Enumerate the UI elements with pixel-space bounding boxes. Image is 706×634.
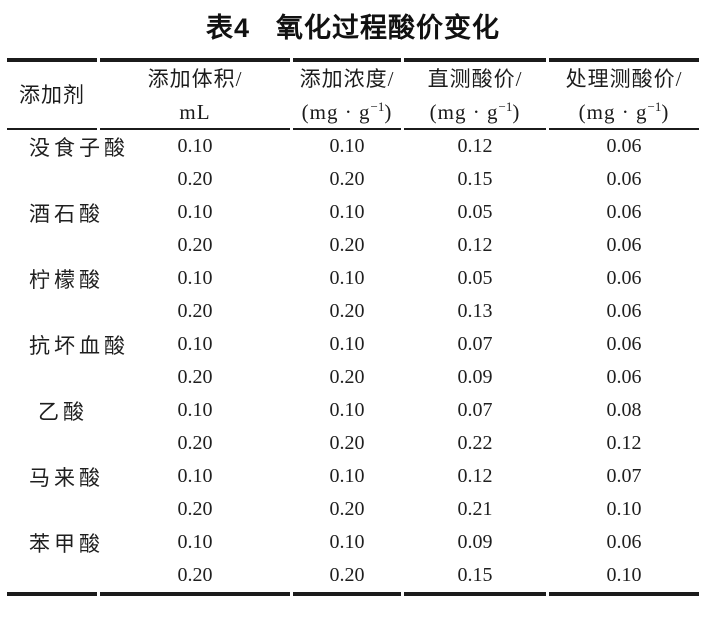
cell-treated: 0.10 xyxy=(549,559,699,596)
table-title: 氧化过程酸价变化 xyxy=(276,13,501,43)
table-row: 没食子酸 0.10 0.10 0.12 0.06 xyxy=(7,130,699,163)
cell-volume: 0.10 xyxy=(177,399,213,421)
header-row: 添加剂 添加体积/ mL 添加浓度/ (mg · g−1) 直测酸价/ (mg … xyxy=(7,58,699,130)
cell-additive: 抗坏血酸 xyxy=(29,333,129,358)
header-concentration: 添加浓度/ (mg · g−1) xyxy=(293,58,401,130)
cell-direct: 0.13 xyxy=(457,300,493,322)
cell-additive xyxy=(7,427,97,460)
table-row: 0.20 0.20 0.15 0.10 xyxy=(7,559,699,596)
cell-treated: 0.06 xyxy=(606,531,642,553)
cell-treated: 0.06 xyxy=(606,234,642,256)
cell-volume: 0.20 xyxy=(177,168,213,190)
cell-volume: 0.20 xyxy=(177,300,213,322)
cell-treated: 0.06 xyxy=(606,333,642,355)
cell-volume: 0.20 xyxy=(177,234,213,256)
cell-additive: 马来酸 xyxy=(29,465,104,490)
cell-direct: 0.12 xyxy=(457,135,493,157)
cell-concentration: 0.10 xyxy=(329,267,365,289)
header-additive: 添加剂 xyxy=(7,58,97,130)
cell-additive xyxy=(7,361,97,394)
cell-additive xyxy=(7,163,97,196)
table-row: 0.20 0.20 0.15 0.06 xyxy=(7,163,699,196)
cell-additive: 酒石酸 xyxy=(29,201,104,226)
cell-direct: 0.21 xyxy=(457,498,493,520)
header-direct-acid-value: 直测酸价/ (mg · g−1) xyxy=(404,58,546,130)
cell-concentration: 0.10 xyxy=(329,333,365,355)
cell-concentration: 0.20 xyxy=(293,559,401,596)
cell-direct: 0.05 xyxy=(457,267,493,289)
cell-volume: 0.20 xyxy=(177,366,213,388)
cell-additive: 柠檬酸 xyxy=(29,267,104,292)
cell-direct: 0.09 xyxy=(457,531,493,553)
cell-volume: 0.10 xyxy=(177,267,213,289)
cell-concentration: 0.20 xyxy=(329,234,365,256)
header-volume: 添加体积/ mL xyxy=(100,58,290,130)
table-body: 没食子酸 0.10 0.10 0.12 0.06 0.20 0.20 0.15 … xyxy=(7,130,699,596)
cell-treated: 0.06 xyxy=(606,267,642,289)
cell-treated: 0.12 xyxy=(606,432,642,454)
table-row: 抗坏血酸 0.10 0.10 0.07 0.06 xyxy=(7,328,699,361)
cell-treated: 0.08 xyxy=(606,399,642,421)
cell-additive xyxy=(7,559,97,596)
cell-concentration: 0.20 xyxy=(329,498,365,520)
header-additive-label: 添加剂 xyxy=(19,83,85,107)
cell-additive: 苯甲酸 xyxy=(29,531,104,556)
cell-additive: 乙酸 xyxy=(38,399,88,424)
cell-volume: 0.10 xyxy=(177,531,213,553)
table-row: 酒石酸 0.10 0.10 0.05 0.06 xyxy=(7,196,699,229)
cell-volume: 0.10 xyxy=(177,333,213,355)
table-row: 0.20 0.20 0.22 0.12 xyxy=(7,427,699,460)
cell-additive xyxy=(7,295,97,328)
cell-volume: 0.10 xyxy=(177,465,213,487)
table-row: 乙酸 0.10 0.10 0.07 0.08 xyxy=(7,394,699,427)
cell-direct: 0.09 xyxy=(457,366,493,388)
cell-direct: 0.07 xyxy=(457,399,493,421)
table-row: 0.20 0.20 0.13 0.06 xyxy=(7,295,699,328)
cell-volume: 0.20 xyxy=(100,559,290,596)
cell-concentration: 0.20 xyxy=(329,168,365,190)
cell-concentration: 0.20 xyxy=(329,366,365,388)
acid-value-table: 添加剂 添加体积/ mL 添加浓度/ (mg · g−1) 直测酸价/ (mg … xyxy=(4,58,702,596)
cell-direct: 0.07 xyxy=(457,333,493,355)
table-row: 0.20 0.20 0.12 0.06 xyxy=(7,229,699,262)
cell-direct: 0.22 xyxy=(457,432,493,454)
cell-treated: 0.06 xyxy=(606,366,642,388)
cell-concentration: 0.10 xyxy=(329,135,365,157)
cell-concentration: 0.10 xyxy=(329,399,365,421)
cell-concentration: 0.20 xyxy=(329,300,365,322)
table-row: 柠檬酸 0.10 0.10 0.05 0.06 xyxy=(7,262,699,295)
table-caption: 表4 氧化过程酸价变化 xyxy=(0,10,706,46)
cell-direct: 0.15 xyxy=(404,559,546,596)
table-number: 表4 xyxy=(205,13,251,43)
cell-volume: 0.20 xyxy=(177,432,213,454)
cell-direct: 0.12 xyxy=(457,234,493,256)
cell-additive xyxy=(7,493,97,526)
cell-volume: 0.10 xyxy=(177,135,213,157)
table-header: 添加剂 添加体积/ mL 添加浓度/ (mg · g−1) 直测酸价/ (mg … xyxy=(7,58,699,130)
header-treated-acid-value: 处理测酸价/ (mg · g−1) xyxy=(549,58,699,130)
cell-volume: 0.10 xyxy=(177,201,213,223)
cell-concentration: 0.20 xyxy=(329,432,365,454)
cell-concentration: 0.10 xyxy=(329,201,365,223)
table-row: 0.20 0.20 0.21 0.10 xyxy=(7,493,699,526)
cell-additive: 没食子酸 xyxy=(29,135,129,160)
cell-additive xyxy=(7,229,97,262)
table-row: 马来酸 0.10 0.10 0.12 0.07 xyxy=(7,460,699,493)
cell-concentration: 0.10 xyxy=(329,531,365,553)
cell-treated: 0.06 xyxy=(606,300,642,322)
cell-treated: 0.06 xyxy=(606,135,642,157)
table-row: 苯甲酸 0.10 0.10 0.09 0.06 xyxy=(7,526,699,559)
table-row: 0.20 0.20 0.09 0.06 xyxy=(7,361,699,394)
cell-concentration: 0.10 xyxy=(329,465,365,487)
cell-direct: 0.12 xyxy=(457,465,493,487)
cell-treated: 0.06 xyxy=(606,168,642,190)
cell-direct: 0.15 xyxy=(457,168,493,190)
cell-treated: 0.07 xyxy=(606,465,642,487)
cell-treated: 0.10 xyxy=(606,498,642,520)
cell-treated: 0.06 xyxy=(606,201,642,223)
cell-volume: 0.20 xyxy=(177,498,213,520)
cell-direct: 0.05 xyxy=(457,201,493,223)
